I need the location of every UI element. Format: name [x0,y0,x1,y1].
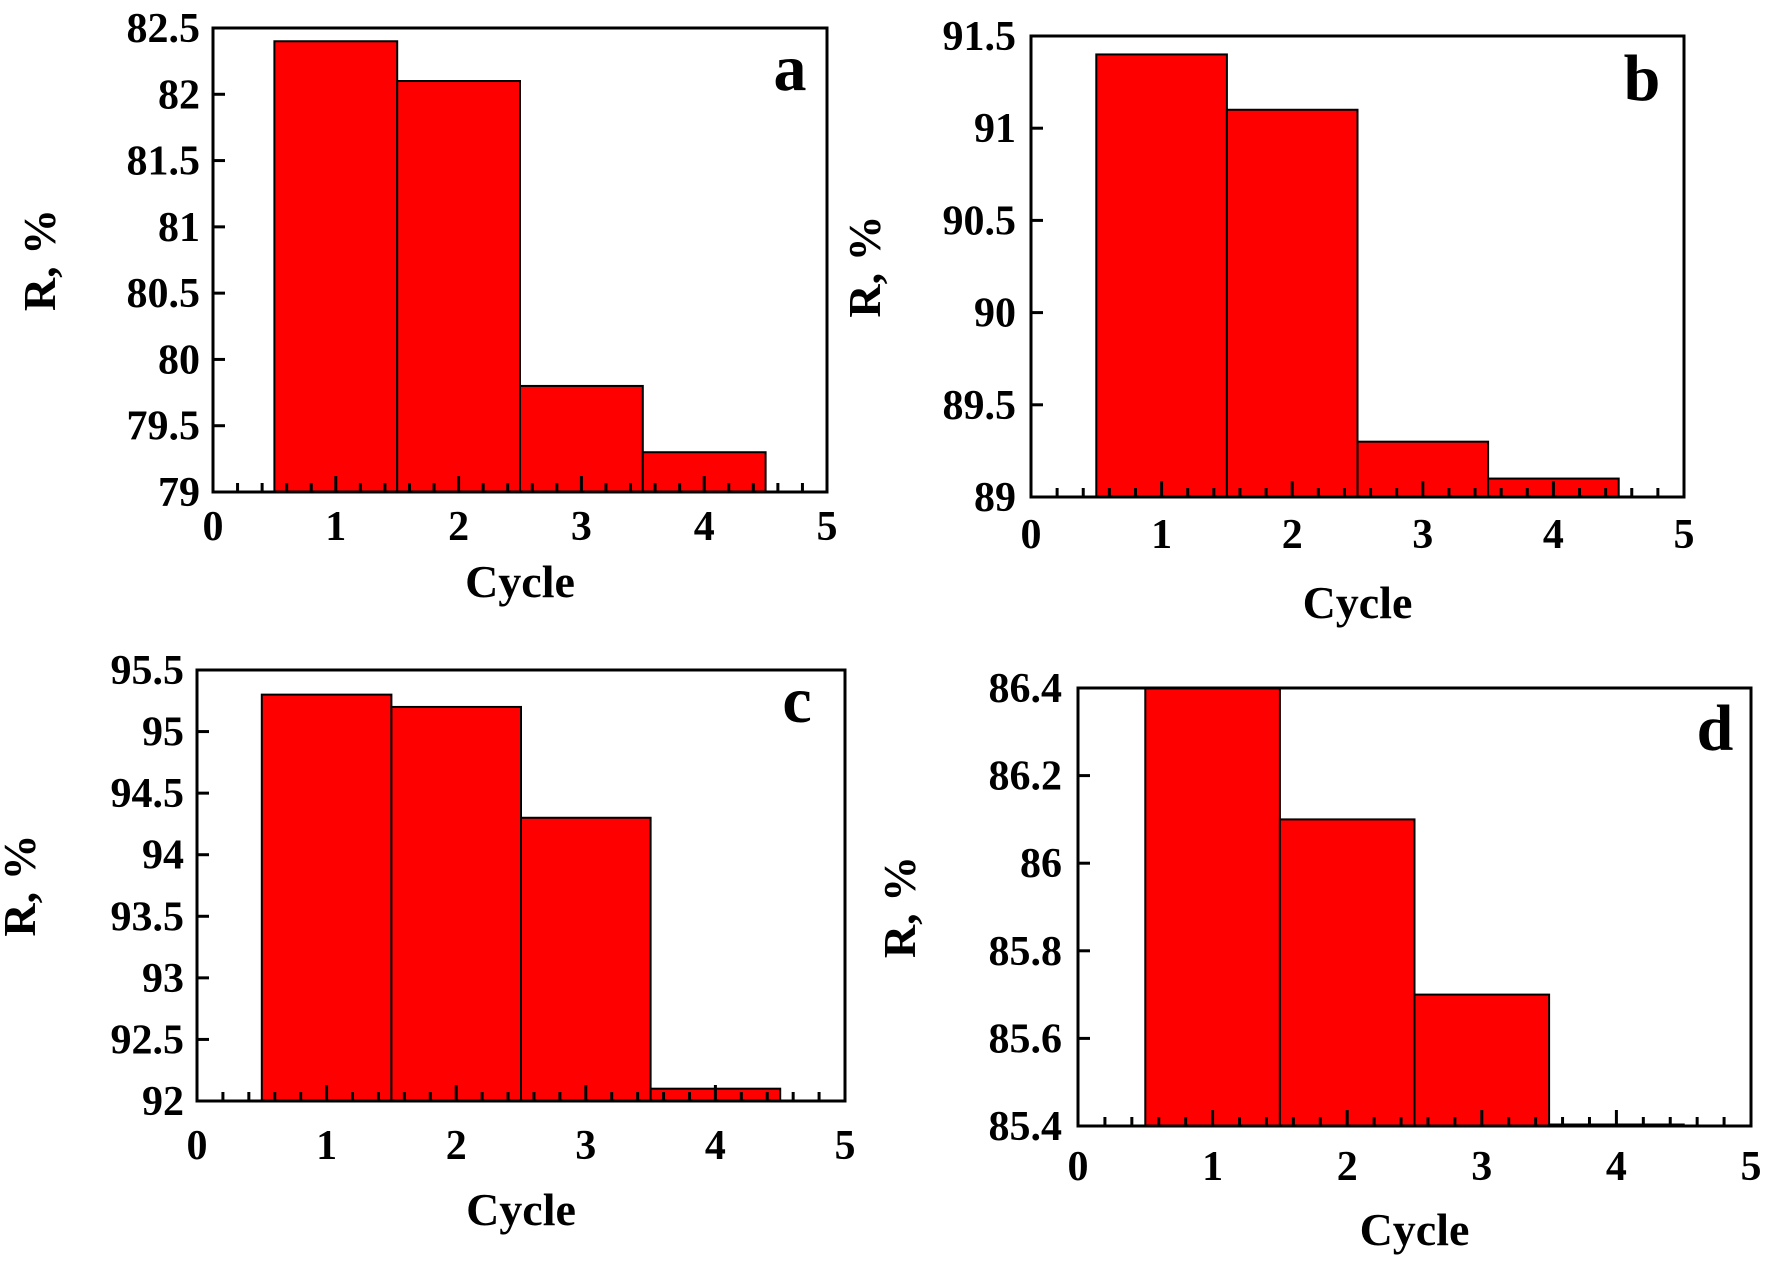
x-tick-label: 0 [1021,512,1042,558]
x-axis-title: Cycle [1303,577,1413,628]
x-tick-label: 0 [1068,1144,1089,1190]
y-tick-label: 94 [142,833,184,879]
x-tick-label: 1 [325,504,346,550]
bar-cycle-2 [396,80,522,494]
x-tick-label: 0 [187,1123,208,1169]
y-axis-title: R, % [839,215,890,317]
bar-cycle-1 [1095,53,1228,498]
y-tick-label: 86 [1020,841,1062,887]
x-tick-label: 5 [1741,1144,1762,1190]
panel-letter: b [1624,42,1661,115]
plot-frame [195,668,847,1103]
y-tick-label: 93.5 [111,894,185,940]
x-tick-label: 5 [1674,512,1695,558]
x-axis-title: Cycle [465,556,575,607]
x-tick-label: 1 [1151,512,1172,558]
bar-cycle-1 [1144,687,1281,1127]
y-tick-label: 79.5 [127,404,201,450]
y-tick-label: 81 [158,205,200,251]
y-tick-label: 93 [142,956,184,1002]
x-tick-label: 0 [203,504,224,550]
y-tick-label: 82.5 [127,6,201,52]
x-tick-label: 2 [448,504,469,550]
chart-panel-b: 89 89.5 90 90.5 91 91.5 0 1 2 3 4 5 Cycle R, % b [839,14,1695,628]
y-tick-label: 86.4 [989,666,1063,712]
bar-cycle-2 [1225,108,1359,498]
x-tick-label: 4 [1543,512,1564,558]
x-tick-label: 2 [446,1123,467,1169]
x-axis-title: Cycle [1360,1204,1470,1255]
y-tick-label: 79 [158,470,200,516]
plot-frame [1076,686,1753,1128]
x-tick-label: 2 [1337,1144,1358,1190]
y-tick-label: 91.5 [943,14,1017,60]
x-tick-label: 1 [1202,1144,1223,1190]
x-axis-title: Cycle [466,1184,576,1235]
y-tick-label: 90 [974,291,1016,337]
y-tick-label: 85.6 [989,1016,1063,1062]
bar-cycle-1 [273,40,399,493]
panel-letter: c [782,664,811,737]
y-tick-label: 94.5 [111,771,185,817]
y-tick-label: 95 [142,710,184,756]
chart-panel-c: 92 92.5 93 93.5 94 94.5 95 95.5 0 1 2 3 4 5 Cycle R, % c [0,648,856,1235]
x-tick-label: 3 [571,504,592,550]
bar-cycle-1 [260,693,393,1103]
chart-panel-a: 79 79.5 80 80.5 81 81.5 82 82.5 0 1 2 3 4 5 Cycle R, % a [14,6,838,607]
y-tick-label: 95.5 [111,648,185,694]
y-tick-label: 80.5 [127,271,201,317]
x-tick-label: 4 [1606,1144,1627,1190]
panel-letter: d [1697,692,1734,765]
y-tick-label: 85.4 [989,1104,1063,1150]
y-axis-title: R, % [0,834,45,936]
x-tick-label: 4 [694,504,715,550]
y-tick-label: 92.5 [111,1017,185,1063]
y-axis-title: R, % [874,856,925,958]
y-tick-label: 80 [158,337,200,383]
y-tick-label: 85.8 [989,929,1063,975]
panel-letter: a [774,32,807,105]
x-tick-label: 3 [575,1123,596,1169]
bar-cycle-3 [520,816,652,1102]
bar-cycle-3 [1413,993,1551,1127]
plot-frame [211,26,829,494]
bar-cycle-2 [390,705,522,1102]
bar-cycle-3 [519,384,644,494]
x-tick-label: 4 [705,1123,726,1169]
y-axis-title: R, % [14,209,65,311]
x-tick-label: 3 [1412,512,1433,558]
y-tick-label: 90.5 [943,198,1017,244]
plot-frame [1029,34,1686,499]
y-tick-label: 82 [158,72,200,118]
y-tick-label: 91 [974,106,1016,152]
x-tick-label: 2 [1282,512,1303,558]
y-tick-label: 89 [974,475,1016,521]
y-tick-label: 92 [142,1079,184,1125]
y-tick-label: 89.5 [943,383,1017,429]
bar-cycle-2 [1278,818,1416,1128]
x-tick-label: 1 [316,1123,337,1169]
y-tick-label: 81.5 [127,139,201,185]
x-tick-label: 3 [1471,1144,1492,1190]
y-tick-label: 86.2 [989,754,1063,800]
x-tick-label: 5 [817,504,838,550]
chart-panel-d: 85.4 85.6 85.8 86 86.2 86.4 0 1 2 3 4 5 Cycle R, % d [874,666,1762,1255]
x-tick-label: 5 [835,1123,856,1169]
